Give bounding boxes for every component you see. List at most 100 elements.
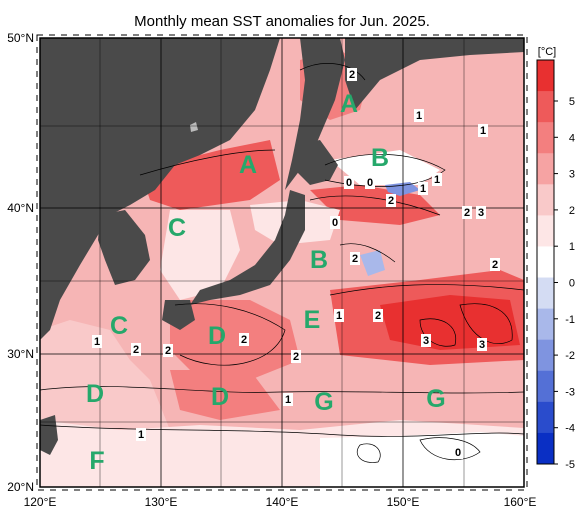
contour-label-background bbox=[163, 344, 173, 357]
contour-label-background bbox=[92, 335, 102, 348]
lon-tick: 150°E bbox=[387, 495, 420, 509]
land-honshu bbox=[190, 190, 305, 305]
colorbar-swatch bbox=[537, 339, 554, 372]
land-kyushu bbox=[162, 300, 195, 330]
contour-value-label: 1 bbox=[138, 429, 144, 441]
contour-label-background bbox=[373, 309, 383, 322]
contour-label-background bbox=[432, 173, 442, 186]
lon-tick: 120°E bbox=[24, 495, 57, 509]
contour-line bbox=[459, 303, 513, 344]
region-label: F bbox=[89, 447, 104, 475]
contour-value-label: 2 bbox=[133, 344, 139, 356]
contour-value-label: 1 bbox=[336, 310, 342, 322]
colorbar-tick-label: -2 bbox=[565, 350, 575, 362]
contour-value-label: 2 bbox=[293, 351, 299, 363]
anomaly-patch-cold bbox=[385, 182, 420, 196]
lat-tick: 40°N bbox=[7, 201, 34, 215]
contour-label-background bbox=[478, 124, 488, 137]
colorbar-swatches bbox=[537, 60, 554, 465]
anomaly-patch-yellow-sea bbox=[160, 210, 240, 300]
contour-line bbox=[339, 243, 396, 263]
contour-value-label: 2 bbox=[375, 310, 381, 322]
contour-value-label: 1 bbox=[434, 174, 440, 186]
contour-line bbox=[299, 63, 366, 81]
lat-tick: 20°N bbox=[7, 480, 34, 494]
colorbar-tick-label: -3 bbox=[565, 386, 575, 398]
map-title: Monthly mean SST anomalies for Jun. 2025… bbox=[134, 13, 430, 30]
contour-label-background bbox=[477, 338, 487, 351]
anomaly-patch-peak-east bbox=[380, 295, 520, 350]
contour-value-label: 1 bbox=[480, 125, 486, 137]
anomaly-patch-zero-south bbox=[320, 432, 524, 487]
contour-label-background bbox=[350, 252, 360, 265]
land-lake bbox=[190, 122, 198, 132]
contour-line bbox=[174, 303, 286, 366]
colorbar-swatch bbox=[537, 277, 554, 310]
contour-line bbox=[39, 386, 525, 394]
contour-value-label: 2 bbox=[165, 345, 171, 357]
anomaly-patch-cold-east bbox=[360, 250, 385, 276]
contour-value-label: 0 bbox=[332, 217, 338, 229]
map-border-dashed bbox=[36, 34, 528, 491]
anomaly-patch-d-south bbox=[170, 370, 280, 420]
region-labels: A A B B C C D D D E F G G bbox=[86, 90, 446, 475]
colorbar-swatch bbox=[537, 153, 554, 185]
colorbar-swatch bbox=[537, 401, 554, 434]
contour-line bbox=[356, 443, 381, 463]
contour-value-label: 2 bbox=[492, 259, 498, 271]
contour-line bbox=[139, 149, 276, 176]
contour-value-label: 3 bbox=[478, 207, 484, 219]
contour-value-label: 2 bbox=[388, 195, 394, 207]
contour-label-background bbox=[291, 350, 301, 363]
colorbar-tick-label: -1 bbox=[565, 314, 575, 326]
contour-value-label: 3 bbox=[423, 335, 429, 347]
contour-value-label: 3 bbox=[479, 339, 485, 351]
contour-value-label: 1 bbox=[94, 336, 100, 348]
contour-label-background bbox=[386, 194, 396, 207]
colorbar-tick-label: -5 bbox=[565, 459, 575, 471]
lat-tick: 50°N bbox=[7, 31, 34, 45]
colorbar: [°C] 5 4 3 2 1 0 -1 -2 -3 -4 -5 bbox=[536, 46, 575, 471]
colorbar-swatch bbox=[537, 246, 554, 279]
contour-value-label: 0 bbox=[346, 177, 352, 189]
region-label: E bbox=[304, 306, 321, 334]
colorbar-swatch bbox=[537, 91, 554, 123]
map-border bbox=[39, 37, 525, 488]
contour-value-label: 2 bbox=[352, 253, 358, 265]
contour-label-background bbox=[421, 334, 431, 347]
contour-value-label: 1 bbox=[285, 394, 291, 406]
contour-value-label: 2 bbox=[241, 334, 247, 346]
contour-label-background bbox=[476, 206, 486, 219]
colorbar-swatch bbox=[537, 308, 554, 341]
colorbar-tick-label: 2 bbox=[569, 205, 575, 217]
colorbar-ticks: 5 4 3 2 1 0 -1 -2 -3 -4 -5 bbox=[554, 96, 575, 471]
contour-line bbox=[419, 437, 481, 460]
colorbar-tick-label: 4 bbox=[569, 132, 575, 144]
region-label: D bbox=[211, 383, 229, 411]
region-label: D bbox=[208, 322, 226, 350]
contour-value-label: 0 bbox=[455, 447, 461, 459]
contour-value-label: 0 bbox=[367, 177, 373, 189]
region-label: C bbox=[168, 214, 186, 242]
contour-label-background bbox=[490, 258, 500, 271]
contour-label-background bbox=[418, 182, 428, 195]
colorbar-swatch bbox=[537, 432, 554, 465]
anomaly-patch-japan-sea bbox=[140, 140, 280, 210]
contour-line bbox=[39, 424, 525, 437]
lon-axis: 120°E 130°E 140°E 150°E 160°E bbox=[24, 495, 537, 509]
contour-value-label: 2 bbox=[349, 69, 355, 81]
contour-label-background bbox=[453, 446, 463, 459]
graticule bbox=[40, 38, 524, 487]
land-kamchatka-okhotsk bbox=[345, 38, 524, 110]
contour-label-background bbox=[414, 109, 424, 122]
lon-tick: 160°E bbox=[504, 495, 537, 509]
colorbar-swatch bbox=[537, 370, 554, 403]
region-label: A bbox=[239, 151, 257, 179]
graticule-minor bbox=[40, 38, 524, 487]
map-frame bbox=[36, 34, 528, 491]
contour-line bbox=[329, 284, 525, 296]
contour-label-background bbox=[347, 68, 357, 81]
region-label: G bbox=[314, 388, 333, 416]
